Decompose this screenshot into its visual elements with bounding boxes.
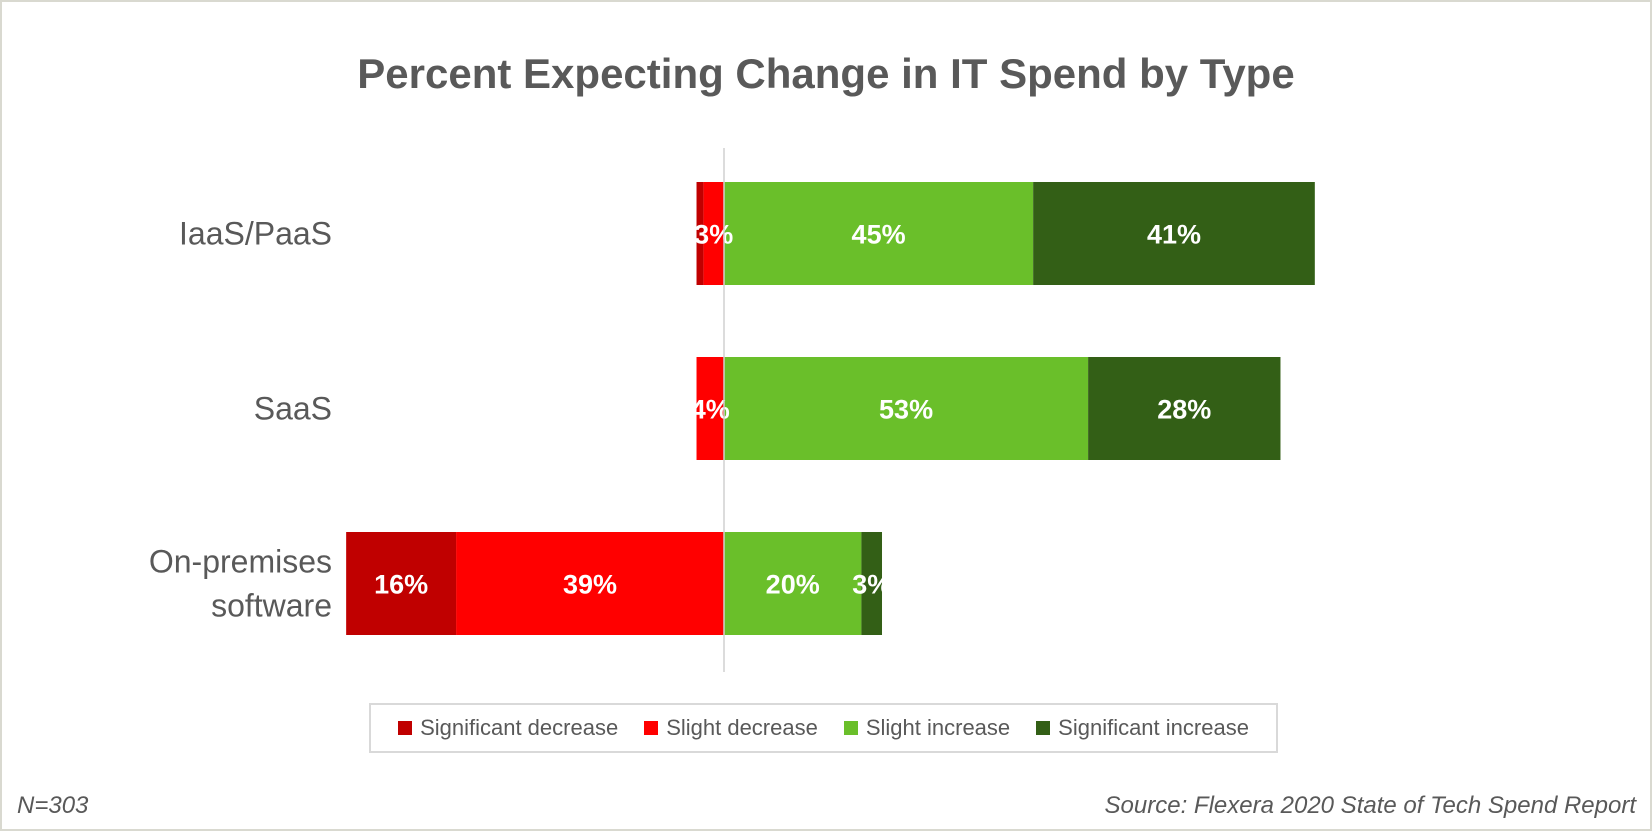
data-label: 39% bbox=[563, 570, 617, 600]
source-note: Source: Flexera 2020 State of Tech Spend… bbox=[1104, 792, 1636, 819]
legend-swatch bbox=[644, 721, 659, 735]
bar-segment-slight-increase bbox=[724, 532, 862, 635]
bar-segment-slight-decrease bbox=[703, 182, 724, 285]
legend-item-slight-decrease: Slight decrease bbox=[644, 715, 818, 741]
legend-item-significant-decrease: Significant decrease bbox=[398, 715, 618, 741]
chart-title: Percent Expecting Change in IT Spend by … bbox=[357, 50, 1295, 97]
sample-size-note: N=303 bbox=[17, 792, 89, 819]
data-label: 16% bbox=[374, 570, 428, 600]
legend-label: Slight increase bbox=[865, 715, 1011, 740]
data-label: 53% bbox=[879, 395, 933, 425]
bar-segment-slight-increase bbox=[724, 357, 1089, 460]
bar-segment-slight-decrease bbox=[696, 357, 724, 460]
legend-item-slight-increase: Slight increase bbox=[843, 715, 1011, 741]
category-label: On-premises software bbox=[149, 544, 332, 624]
bar-segment-significant-increase bbox=[861, 532, 883, 635]
data-label: 45% bbox=[852, 220, 906, 250]
legend: Significant decrease Slight decrease Sligh… bbox=[369, 703, 1278, 753]
legend-label: Slight decrease bbox=[666, 715, 818, 740]
bar-segment-slight-decrease bbox=[456, 532, 724, 635]
bar-segment-significant-decrease bbox=[346, 532, 457, 635]
data-label: 20% bbox=[766, 570, 820, 600]
bar-segment-slight-increase bbox=[724, 182, 1034, 285]
data-label: 41% bbox=[1147, 220, 1201, 250]
legend-swatch bbox=[398, 721, 413, 735]
data-label: 28% bbox=[1157, 395, 1211, 425]
bar-segment-significant-decrease bbox=[696, 182, 704, 285]
legend-item-significant-increase: Significant increase bbox=[1036, 715, 1249, 741]
data-label: 3% bbox=[852, 570, 891, 600]
legend-label: Significant increase bbox=[1058, 715, 1249, 740]
bars-group bbox=[346, 182, 1315, 635]
category-labels-group: IaaS/PaaS SaaS On-premises software bbox=[149, 216, 332, 624]
category-label: IaaS/PaaS bbox=[179, 216, 332, 252]
legend-label: Significant decrease bbox=[420, 715, 619, 740]
bar-segment-significant-increase bbox=[1033, 182, 1315, 285]
bar-labels-group: 3% 45% 41%4% 53% 28%39%16% 20% 3% bbox=[374, 220, 1211, 600]
legend-swatch bbox=[1036, 721, 1051, 735]
data-label: 3% bbox=[694, 220, 733, 250]
bar-segment-significant-increase bbox=[1088, 357, 1281, 460]
legend-swatch bbox=[843, 721, 858, 735]
category-label: SaaS bbox=[254, 391, 332, 427]
